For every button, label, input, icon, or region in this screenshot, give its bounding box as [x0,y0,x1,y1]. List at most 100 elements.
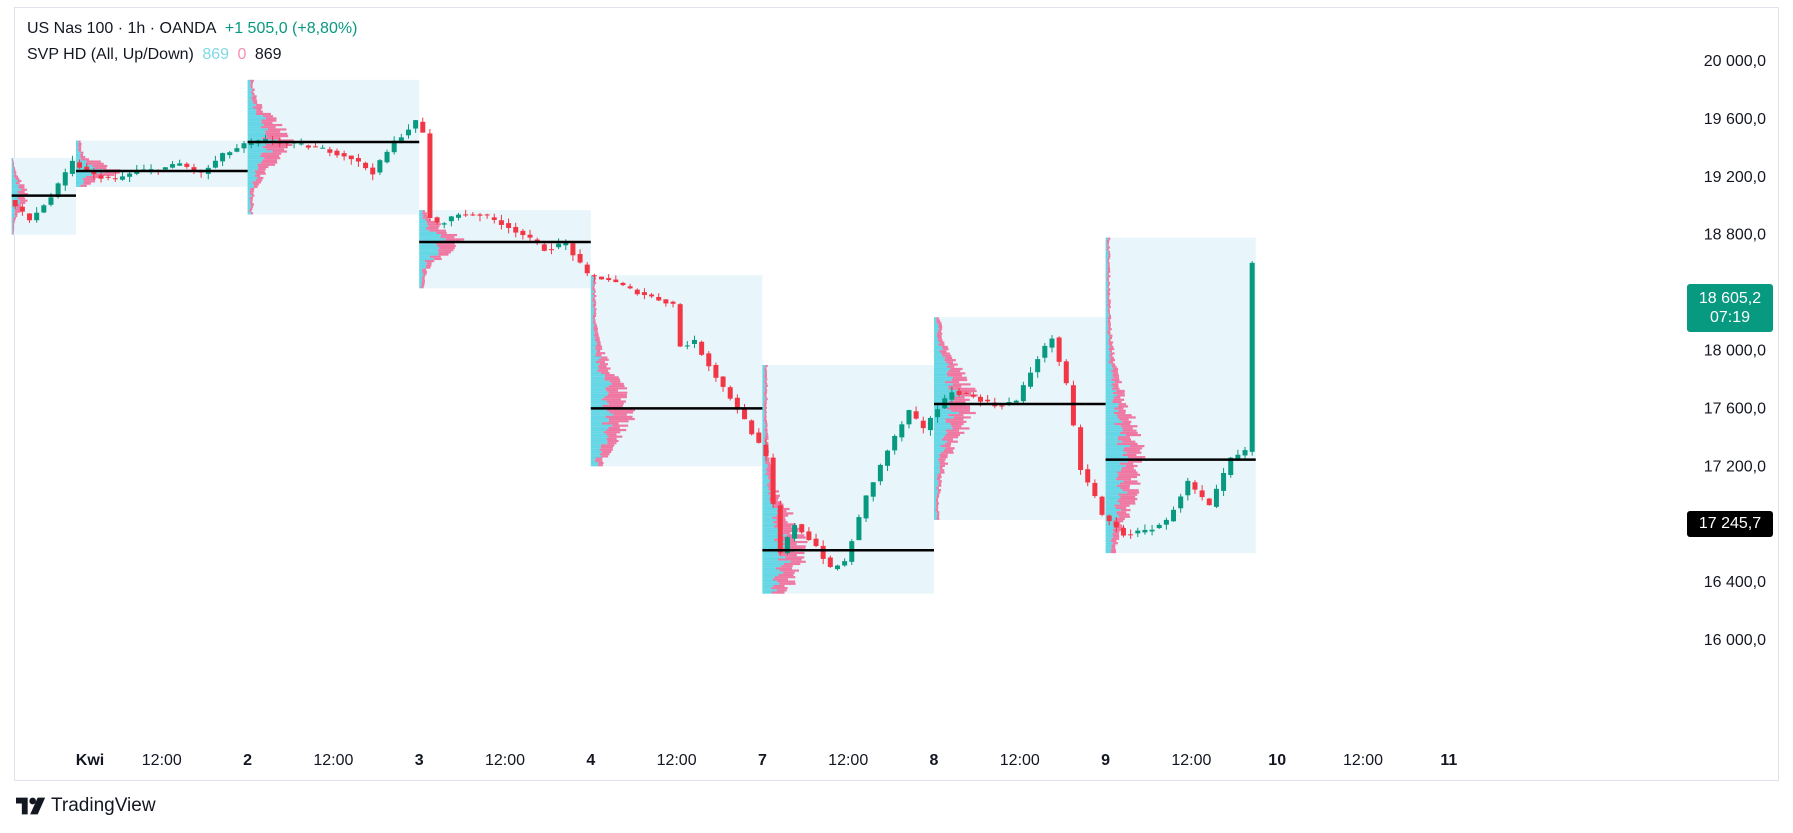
volume-bar-down [1111,369,1118,373]
volume-bar-down [609,380,621,383]
volume-bar-up [590,461,599,465]
volume-bar-up [590,308,594,311]
volume-bar-down [771,591,785,594]
volume-bar-down [263,115,274,118]
volume-bar-up [247,176,258,180]
volume-bar-up [11,225,13,229]
volume-bar-down [424,260,435,263]
volume-bar-up [762,424,766,427]
candle-body-down [756,432,762,443]
volume-bar-up [762,380,765,383]
volume-bar-down [765,472,772,475]
candle-body-up [177,163,183,166]
tradingview-brand[interactable]: TradingView [16,795,156,817]
candle-body-down [677,304,683,347]
volume-bar-down [764,389,768,392]
session-range-box [590,275,763,467]
volume-bar-down [13,217,17,220]
volume-bar-up [934,449,944,452]
volume-bar-up [934,515,937,518]
volume-bar-up [247,165,259,169]
volume-bar-down [426,262,432,265]
volume-bar-down [13,164,14,167]
candle-body-up [892,435,898,451]
volume-bar-down [256,172,266,175]
poc-lines-layer [11,140,1256,552]
volume-bar-up [934,396,952,399]
volume-bar-up [590,316,594,320]
volume-bar-down [1106,248,1109,251]
volume-bar-up [1105,407,1115,410]
symbol-title[interactable]: US Nas 100 · 1h · OANDA [27,20,217,37]
time-axis-label: 4 [586,752,595,769]
volume-bar-up [762,433,766,436]
volume-bar-down [764,402,767,405]
volume-bar-down [598,461,604,465]
volume-bar-down [593,308,597,311]
volume-bar-down [20,201,26,205]
volume-bar-down [439,247,455,250]
volume-bar-down [427,223,441,226]
candle-body-up [834,565,840,570]
volume-bar-down [422,275,426,278]
volume-bar-up [590,352,597,355]
volume-bar-down [15,182,20,185]
volume-bar-down [249,192,254,195]
volume-bar-up [247,168,258,171]
candle-body-down [112,178,118,180]
volume-bar-down [608,402,624,405]
volume-bar-down [264,157,281,160]
volume-bar-down [937,513,940,516]
volume-bar-down [1108,328,1112,331]
volume-bar-up [590,281,593,285]
candle-body-down [727,387,733,399]
volume-bar-up [1105,416,1118,419]
volume-bar-down [445,238,465,241]
volume-bar-up [762,532,780,535]
candle-body-up [1221,472,1227,491]
volume-bar-up [762,477,768,480]
volume-bar-down [1116,511,1127,514]
candle-body-up [1213,488,1219,507]
volume-bar-up [1105,369,1112,373]
volume-bar-up [419,277,422,280]
volume-bar-up [1105,394,1118,397]
volume-bar-down [936,502,940,505]
volume-bar-up [590,437,607,440]
indicator-title[interactable]: SVP HD (All, Up/Down) [27,46,194,63]
volume-bar-up [762,369,765,372]
volume-bar-up [11,177,16,180]
volume-bar-down [608,435,623,438]
volume-bar-down [17,190,25,194]
candle-body-down [591,275,597,277]
volume-bar-down [1112,533,1119,536]
volume-bar-down [593,323,597,326]
volume-bar-up [247,95,253,98]
volume-bar-down [600,356,608,359]
volume-bar-down [436,231,447,234]
volume-bar-up [934,458,939,461]
volume-bar-up [590,327,594,331]
volume-bar-up [934,319,937,322]
volume-bar-up [590,378,605,381]
volume-bar-down [261,152,282,155]
volume-bar-up [1105,475,1118,479]
volume-bar-down [266,134,289,138]
volume-bar-down [1116,442,1138,446]
volume-bar-up [247,170,255,173]
volume-bar-down [611,382,624,386]
volume-bar-down [1108,361,1114,364]
volume-bar-up [419,223,428,226]
volume-bar-down [606,433,617,436]
volume-bar-up [934,354,943,357]
volume-bar-up [762,470,768,473]
volume-bar-down [266,148,285,151]
volume-bar-up [1105,524,1114,527]
indicator-legend[interactable]: SVP HD (All, Up/Down) 869 0 869 [27,45,286,65]
symbol-legend[interactable]: US Nas 100 · 1h · OANDA +1 505,0 (+8,80%… [27,19,361,39]
volume-bar-up [590,323,594,326]
volume-bar-up [247,97,252,100]
candle-body-up [248,142,254,145]
volume-bar-down [608,417,635,421]
